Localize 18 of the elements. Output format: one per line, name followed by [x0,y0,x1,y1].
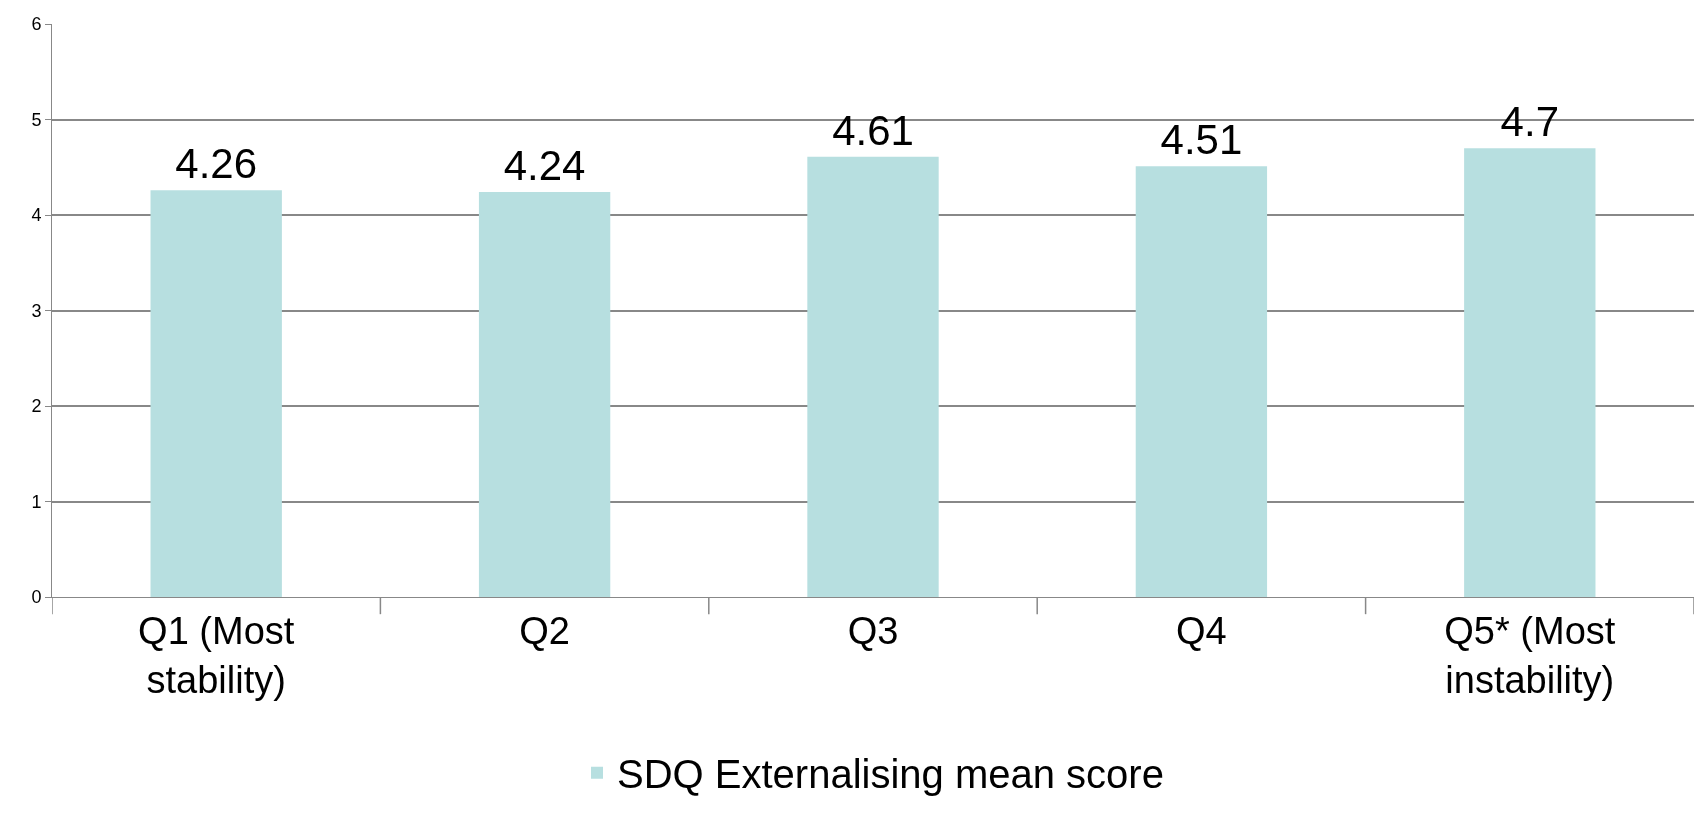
y-tick-label: 1 [31,491,42,512]
data-label: 4.51 [1160,116,1243,164]
y-tick-label: 0 [31,587,42,608]
x-tick-label: Q3 [847,609,899,652]
x-tick-label: Q4 [1176,609,1227,652]
x-tick-label: Q5* (Most instability) [1444,609,1616,701]
x-tick-label: Q2 [519,609,570,652]
y-tick-label: 3 [31,300,42,321]
y-tick-label: 5 [31,109,42,130]
data-label: 4.7 [1500,98,1559,146]
x-tick-label: Q1 (Most stability) [138,609,295,701]
data-label: 4.24 [503,142,586,190]
y-tick-label: 2 [31,396,42,417]
y-tick-label: 4 [31,205,42,226]
legend-label: SDQ Externalising mean score [617,752,1164,797]
data-label: 4.61 [832,106,914,154]
y-tick-label: 6 [31,14,42,35]
data-label: 4.26 [175,140,258,188]
